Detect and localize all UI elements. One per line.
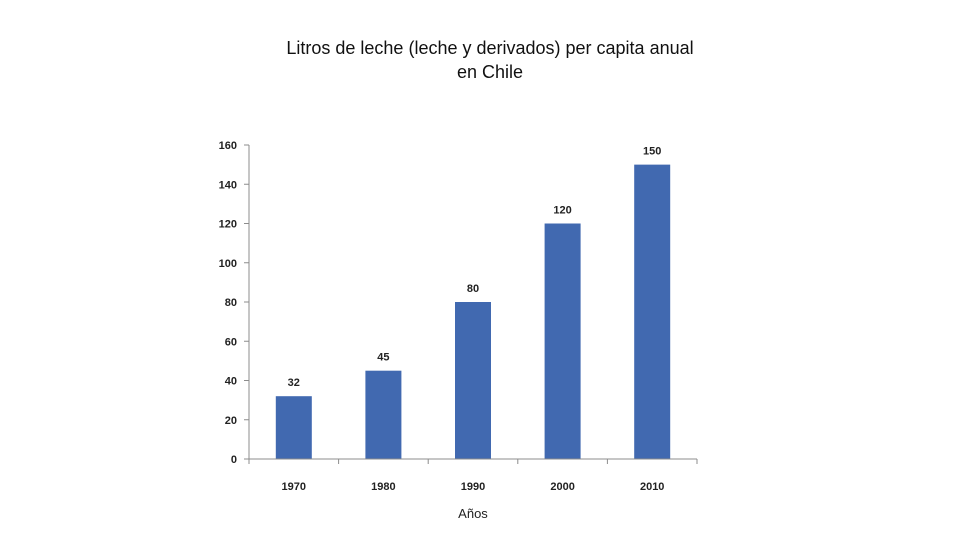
bars: 32 45 80 120 150 — [275, 146, 671, 459]
chart-title-line-2: en Chile — [456, 62, 524, 82]
bar-1970 — [275, 396, 312, 459]
y-tick-label: 160 — [219, 140, 237, 152]
x-tick-label: 2010 — [640, 481, 664, 493]
chart-title-line-1: Litros de leche (leche y derivados) per … — [286, 38, 694, 58]
bar-2000 — [544, 223, 581, 459]
x-tick-label: 1970 — [282, 481, 306, 493]
x-axis-ticks: 1970 1980 1990 2000 2010 — [248, 459, 698, 493]
y-axis-ticks: 0 20 40 60 80 100 120 140 160 — [219, 140, 249, 466]
data-label-1970: 32 — [288, 377, 300, 389]
y-tick-label: 80 — [225, 297, 237, 309]
bar-1990 — [455, 302, 491, 459]
data-label-1980: 45 — [377, 352, 389, 364]
y-tick-label: 20 — [225, 415, 237, 427]
x-tick-label: 2000 — [550, 481, 574, 493]
x-tick-label: 1980 — [371, 481, 395, 493]
chart-title: Litros de leche (leche y derivados) per … — [230, 36, 750, 84]
data-label-2000: 120 — [553, 205, 571, 217]
bar-2010 — [634, 164, 671, 459]
y-tick-label: 40 — [225, 376, 237, 388]
axes — [248, 145, 697, 460]
bar-1980 — [365, 370, 402, 459]
x-tick-label: 1990 — [461, 481, 485, 493]
y-tick-label: 0 — [231, 454, 237, 466]
data-label-2010: 150 — [643, 146, 661, 158]
y-tick-label: 120 — [219, 219, 237, 231]
y-tick-label: 140 — [219, 179, 237, 191]
y-tick-label: 100 — [219, 258, 237, 270]
y-tick-label: 60 — [225, 336, 237, 348]
data-label-1990: 80 — [467, 283, 479, 295]
x-axis-title: Años — [458, 506, 488, 521]
